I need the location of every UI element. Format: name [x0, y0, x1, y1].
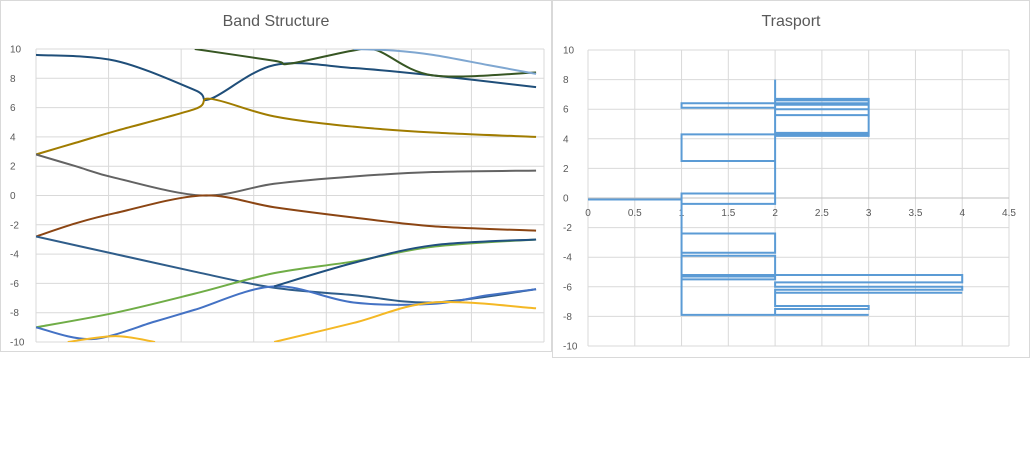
transport-chart: Trasport 10 8 6 4 2 0 -2 -4 -6 -8 -10 0 0.5 1 1.5 2 2.5 3…	[552, 0, 1030, 358]
y-tick-label: -8	[563, 312, 572, 323]
y-tick-label: -4	[10, 250, 19, 261]
y-tick-label: -2	[10, 220, 19, 231]
y-tick-label: 2	[563, 164, 569, 175]
band-line	[36, 194, 537, 238]
band-line	[36, 53, 537, 102]
transport-line	[588, 79, 964, 316]
y-tick-label: 6	[10, 103, 16, 114]
band-line	[194, 49, 537, 78]
y-tick-label: 8	[10, 74, 16, 85]
y-tick-label: 10	[10, 45, 22, 56]
y-tick-label: 6	[563, 105, 569, 116]
x-tick-label: 1.5	[721, 208, 735, 219]
x-tick-label: 2.5	[815, 208, 829, 219]
y-tick-label: 0	[563, 194, 569, 205]
y-tick-label: -10	[10, 338, 25, 349]
x-tick-label: 4.5	[1002, 208, 1016, 219]
y-tick-label: 10	[563, 46, 575, 57]
y-tick-label: -6	[10, 279, 19, 290]
band-line	[36, 97, 537, 156]
y-tick-label: -10	[563, 342, 578, 353]
band-structure-plot: 10 8 6 4 2 0 -2 -4 -6 -8 -10	[10, 45, 545, 349]
band-line	[353, 49, 537, 75]
y-tick-label: -4	[563, 253, 572, 264]
chart-title: Band Structure	[222, 13, 330, 30]
x-tick-label: 0	[585, 208, 591, 219]
band-structure-chart: Band Structure 10 8 6 4 2 0 -2 -4 -6 -8 -10	[0, 0, 552, 352]
y-tick-label: -6	[563, 282, 572, 293]
y-tick-label: 4	[563, 134, 569, 145]
band-line	[36, 238, 537, 329]
y-tick-label: -8	[10, 308, 19, 319]
x-tick-label: 3.5	[908, 208, 922, 219]
y-tick-label: -2	[563, 223, 572, 234]
x-tick-label: 0.5	[628, 208, 642, 219]
y-tick-label: 2	[10, 162, 16, 173]
band-line	[67, 335, 156, 342]
band-line	[273, 238, 537, 288]
x-tick-label: 4	[959, 208, 965, 219]
band-line	[36, 235, 537, 304]
y-tick-label: 4	[10, 132, 16, 143]
chart-title: Trasport	[761, 13, 821, 30]
y-tick-label: 8	[563, 75, 569, 86]
band-line	[36, 153, 537, 197]
x-tick-label: 2	[772, 208, 778, 219]
y-tick-label: 0	[10, 191, 16, 202]
band-line	[273, 300, 537, 342]
x-tick-label: 3	[866, 208, 872, 219]
